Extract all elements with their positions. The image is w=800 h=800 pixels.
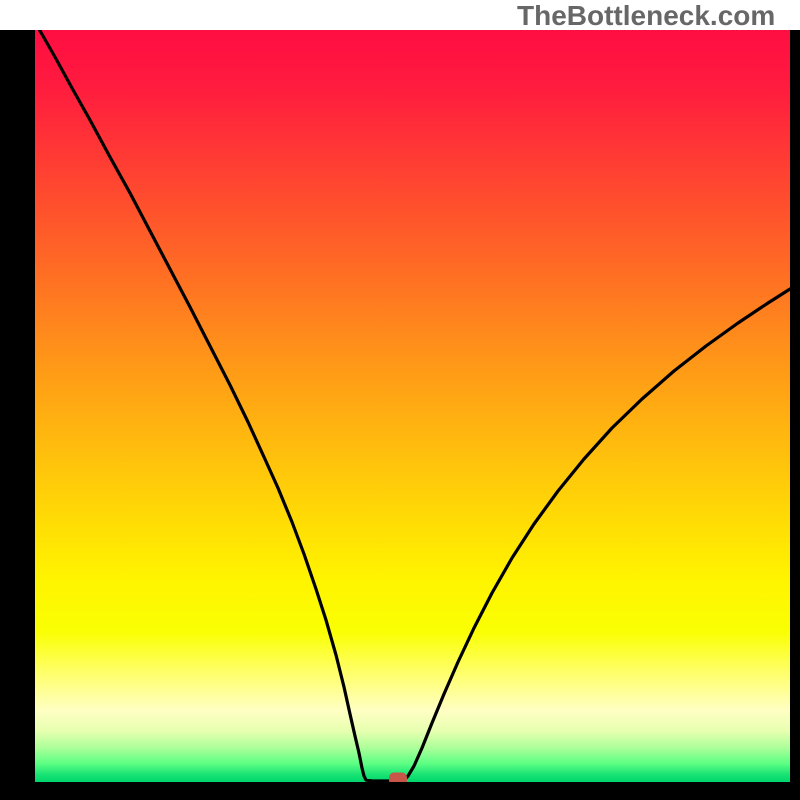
- frame-left: [0, 30, 35, 782]
- gradient-background: [35, 30, 790, 782]
- frame-bottom: [0, 782, 800, 800]
- bottleneck-chart: [0, 0, 800, 800]
- watermark-text: TheBottleneck.com: [517, 0, 775, 32]
- frame-right: [790, 30, 800, 782]
